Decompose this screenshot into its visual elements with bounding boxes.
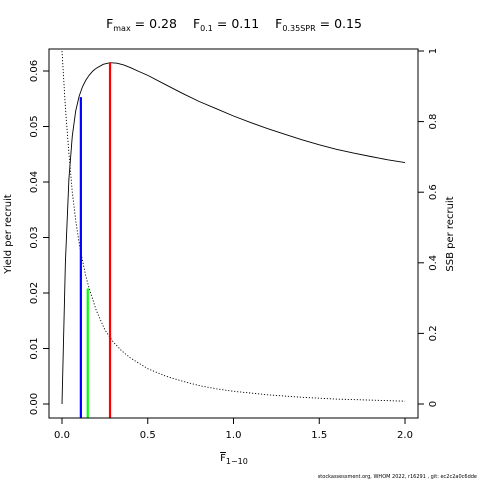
- plot-frame: [48, 48, 419, 419]
- x-axis: 0.0 0.5 1.0 1.5 2.0: [54, 418, 413, 441]
- y-right-tick-label: 0.4: [428, 255, 439, 271]
- y-left-tick-label: 0.05: [29, 115, 40, 137]
- x-tick-label: 1.0: [226, 430, 242, 441]
- ssb-series-line: [61, 50, 406, 402]
- y-left-tick-label: 0.03: [29, 226, 40, 248]
- x-axis-label: F1−10: [220, 453, 248, 466]
- yield-series-line: [61, 62, 406, 405]
- y-right-tick-label: 0.6: [428, 184, 439, 200]
- x-tick-label: 1.5: [311, 430, 327, 441]
- y-left-tick-label: 0.02: [29, 282, 40, 304]
- y-left-tick-label: 0.00: [29, 393, 40, 415]
- y-axis-label-right: SSB per recruit: [445, 196, 456, 271]
- y-right-tick-label: 1: [428, 48, 439, 54]
- y-right-tick-label: 0: [428, 401, 439, 407]
- footer-note: stockassessment.org, WHOM 2022, r16291 ,…: [318, 474, 477, 480]
- x-tick-label: 0.0: [54, 430, 70, 441]
- y-right-tick-label: 0.8: [428, 114, 439, 130]
- y-left-tick-label: 0.01: [29, 337, 40, 359]
- y-left-tick-label: 0.06: [29, 60, 40, 82]
- y-axis-left: 0.00 0.01 0.02 0.03 0.04 0.05 0.06: [29, 60, 49, 415]
- y-axis-label-left: Yield per recruit: [3, 194, 14, 275]
- x-tick-label: 2.0: [397, 430, 413, 441]
- plot-content: [61, 50, 406, 418]
- y-right-tick-label: 0.2: [428, 325, 439, 341]
- chart-title: Fmax = 0.28 F0.1 = 0.11 F0.35SPR = 0.15: [106, 16, 362, 33]
- y-axis-right: 0 0.2 0.4 0.6 0.8 1: [418, 48, 439, 407]
- x-tick-label: 0.5: [140, 430, 156, 441]
- y-left-tick-label: 0.04: [29, 171, 40, 193]
